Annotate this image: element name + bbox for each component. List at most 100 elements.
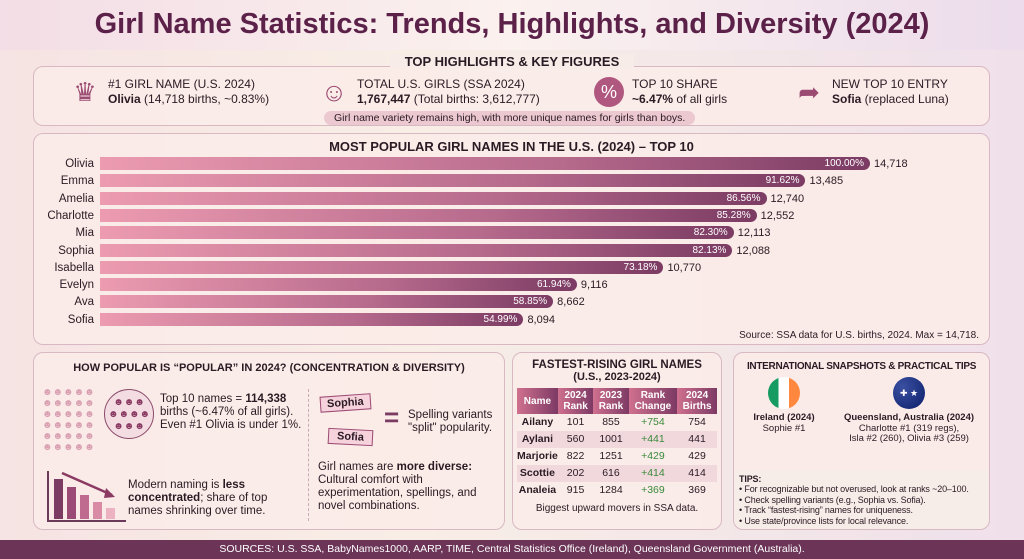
table-cell: 429 <box>688 450 706 462</box>
bar-label: Sofia <box>67 313 94 326</box>
table-row: Marjorie 822 1251 +429 429 <box>517 448 717 465</box>
table-cell: 101 <box>566 416 585 428</box>
bar-percent-label: 82.13% <box>692 244 727 256</box>
table-cell: +369 <box>641 484 665 496</box>
bar-percent-label: 61.94% <box>536 279 571 291</box>
chart-title: MOST POPULAR GIRL NAMES IN THE U.S. (202… <box>329 139 694 154</box>
bar-value-label: 12,113 <box>737 227 771 240</box>
bar: 82.13% <box>100 243 733 257</box>
highlight-total-girls: ☺ TOTAL U.S. GIRLS (SSA 2024) 1,767,447 (T… <box>319 77 540 107</box>
ireland-snapshot: Ireland (2024) Sophie #1 <box>738 377 830 434</box>
table-cell: 414 <box>677 465 717 482</box>
bar: 58.85% <box>100 295 554 309</box>
bar-percent-label: 100.00% <box>824 158 864 169</box>
highlight-new-entry: ➦ NEW TOP 10 ENTRY Sofia (replaced Luna) <box>794 77 949 107</box>
table-header: Rank Change <box>628 388 678 414</box>
rising-subtitle: (U.S., 2023-2024) <box>573 371 661 383</box>
bar-value-label: 12,088 <box>736 244 771 257</box>
table-row: Scottie 202 616 +414 414 <box>517 465 717 482</box>
highlight-value: 1,767,447 <box>357 92 411 106</box>
bar-label: Charlotte <box>47 209 94 222</box>
bar-value-label: 14,718 <box>874 158 908 170</box>
highlight-value: Olivia <box>108 92 141 106</box>
declining-bars-icon <box>47 471 126 522</box>
bar-percent-label: 82.30% <box>693 227 728 239</box>
table-header: Name <box>517 388 558 414</box>
bar: 85.28% <box>100 208 757 222</box>
bar-percent-label: 86.56% <box>726 192 761 204</box>
bar-value-label: 10,770 <box>667 261 702 274</box>
table-cell: 369 <box>688 484 706 496</box>
table-header: 2024 Rank <box>557 388 594 414</box>
sign-sofia: Sofia <box>327 427 374 447</box>
highlight-label: #1 GIRL NAME (U.S. 2024) <box>108 77 255 91</box>
top10-text: Top 10 names = 114,338 births (~6.47% of… <box>160 393 302 431</box>
table-cell: 1251 <box>599 450 623 462</box>
bar-row: Charlotte 85.28% 12,552 <box>34 208 989 223</box>
bar: 82.30% <box>100 226 734 240</box>
bar-label: Olivia <box>65 158 94 170</box>
australia-detail: Isla #2 (260), Olivia #3 (259) <box>849 433 969 444</box>
table-cell: 1001 <box>593 431 629 448</box>
highlight-value: Sofia <box>832 92 862 106</box>
highlight-top-name: ♛ #1 GIRL NAME (U.S. 2024) Olivia (14,718 … <box>70 77 269 107</box>
highlight-detail: (14,718 births, ~0.83%) <box>140 92 270 106</box>
fastest-rising-panel: FASTEST-RISING GIRL NAMES (U.S., 2023-20… <box>512 352 722 530</box>
table-cell: 202 <box>557 465 594 482</box>
table-cell: +429 <box>641 450 665 462</box>
bar: 54.99% <box>100 312 524 326</box>
top10-circle-icon: ☻☻☻ ☻☻☻☻ ☻☻☻ <box>104 389 154 439</box>
table-row: Analeia 915 1284 +369 369 <box>517 482 717 499</box>
table-cell: 441 <box>677 431 717 448</box>
bar-row: Olivia 100.00% 14,718 <box>34 157 989 171</box>
variants-text: Spelling variants "split" popularity. <box>408 409 493 434</box>
variety-note: Girl name variety remains high, with mor… <box>324 111 696 125</box>
australia-name: Queensland, Australia (2024) <box>843 412 975 423</box>
bar: 86.56% <box>100 191 767 205</box>
bar-row: Emma 91.62% 13,485 <box>34 174 989 188</box>
ireland-name: Ireland (2024) <box>753 412 815 423</box>
tips: TIPS: • For recognizable but not overuse… <box>734 470 989 529</box>
highlight-detail: (replaced Luna) <box>861 92 949 106</box>
bar-row: Amelia 86.56% 12,740 <box>34 191 989 206</box>
rising-note: Biggest upward movers in SSA data. <box>535 503 699 514</box>
table-cell: 1284 <box>599 484 623 496</box>
bar-percent-label: 91.62% <box>765 175 800 187</box>
table-cell: +441 <box>628 431 678 448</box>
ireland-flag-icon <box>768 377 800 409</box>
table-cell: 754 <box>688 416 706 428</box>
table-cell: 822 <box>566 450 585 462</box>
bar-value-label: 12,552 <box>760 209 795 222</box>
rising-table: Name 2024 Rank 2023 Rank Rank Change 2024 Bi… <box>517 388 717 499</box>
highlight-top10-share: % TOP 10 SHARE ~6.47% of all girls <box>594 77 727 107</box>
bar-row: Mia 82.30% 12,113 <box>34 226 989 240</box>
top10-chart: MOST POPULAR GIRL NAMES IN THE U.S. (202… <box>33 133 990 345</box>
tip-item: • Check spelling variants (e.g., Sophia … <box>739 494 926 505</box>
bar-label: Sophia <box>58 244 94 257</box>
divider <box>308 389 309 521</box>
bar-value-label: 9,116 <box>580 279 608 292</box>
bar-label: Evelyn <box>59 279 94 292</box>
table-cell: +754 <box>641 416 665 428</box>
bar: 73.18% <box>100 260 664 274</box>
bar: 91.62% <box>100 174 806 188</box>
highlights-title: TOP HIGHLIGHTS & KEY FIGURES <box>390 54 634 69</box>
highlight-detail: (Total births: 3,612,777) <box>410 92 540 106</box>
crown-icon: ♛ <box>73 76 97 107</box>
table-row: Ailany 101 855 +754 754 <box>517 414 717 431</box>
highlight-label: NEW TOP 10 ENTRY <box>832 77 948 91</box>
ireland-detail: Sophie #1 <box>762 422 806 434</box>
table-header: 2023 Rank <box>593 388 629 414</box>
australia-detail: Charlotte #1 (319 regs), <box>858 422 960 434</box>
bar-percent-label: 54.99% <box>483 313 518 325</box>
intl-title: INTERNATIONAL SNAPSHOTS & PRACTICAL TIPS <box>746 361 977 372</box>
bar-label: Amelia <box>58 192 94 205</box>
highlight-label: TOTAL U.S. GIRLS (SSA 2024) <box>357 77 525 91</box>
table-cell: Scottie <box>517 465 558 482</box>
bar-label: Emma <box>60 175 94 188</box>
bar-row: Isabella 73.18% 10,770 <box>34 260 989 275</box>
highlights-panel: ♛ #1 GIRL NAME (U.S. 2024) Olivia (14,718 … <box>33 66 990 126</box>
diverse-text: Girl names are more diverse: Cultural co… <box>318 461 477 512</box>
highlight-label: TOP 10 SHARE <box>632 77 718 91</box>
tip-item: • Use state/province lists for local rel… <box>739 515 909 526</box>
